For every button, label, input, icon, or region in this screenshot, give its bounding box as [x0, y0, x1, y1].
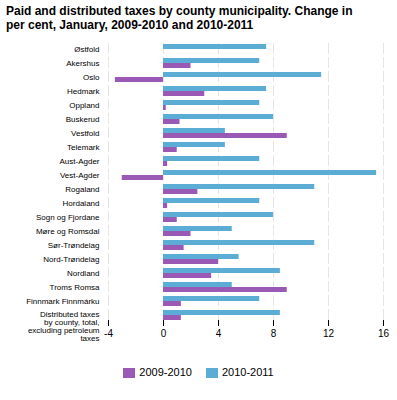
svg-text:Oslo: Oslo: [83, 73, 100, 82]
svg-text:Sogn og Fjordane: Sogn og Fjordane: [36, 213, 100, 222]
svg-text:-4: -4: [104, 328, 113, 339]
svg-text:12: 12: [323, 328, 335, 339]
svg-text:4: 4: [216, 328, 222, 339]
html-text:2010-2011: 2010-2011: [221, 366, 274, 378]
svg-text:Rogaland: Rogaland: [65, 185, 99, 194]
svg-text:Buskerud: Buskerud: [66, 115, 100, 124]
svg-text:0: 0: [161, 328, 167, 339]
svg-text:Distributed taxesby county, to: Distributed taxesby county, total,exclud…: [28, 310, 100, 343]
svg-text:Oppland: Oppland: [69, 101, 99, 110]
svg-text:Hordaland: Hordaland: [63, 199, 100, 208]
svg-text:Telemark: Telemark: [67, 143, 100, 152]
svg-text:Nordland: Nordland: [67, 269, 99, 278]
svg-text:Finnmark Finnmárku: Finnmark Finnmárku: [26, 297, 99, 306]
svg-text:16: 16: [378, 328, 390, 339]
svg-text:8: 8: [271, 328, 277, 339]
svg-text:Vestfold: Vestfold: [71, 129, 99, 138]
svg-text:Østfold: Østfold: [74, 45, 99, 54]
svg-text:Nord-Trøndelag: Nord-Trøndelag: [43, 255, 99, 264]
svg-text:Hedmark: Hedmark: [67, 87, 100, 96]
svg-text:Troms Romsa: Troms Romsa: [50, 283, 100, 292]
html-text:Paid and distributed taxes by: Paid and distributed taxes by county mun…: [6, 4, 353, 32]
svg-text:Møre og Romsdal: Møre og Romsdal: [36, 227, 100, 236]
svg-text:Vest-Agder: Vest-Agder: [60, 171, 100, 180]
html-text:2009-2010: 2009-2010: [139, 366, 192, 378]
svg-text:Aust-Agder: Aust-Agder: [59, 157, 99, 166]
svg-text:Akershus: Akershus: [66, 59, 99, 68]
svg-text:Sør-Trøndelag: Sør-Trøndelag: [48, 241, 100, 250]
